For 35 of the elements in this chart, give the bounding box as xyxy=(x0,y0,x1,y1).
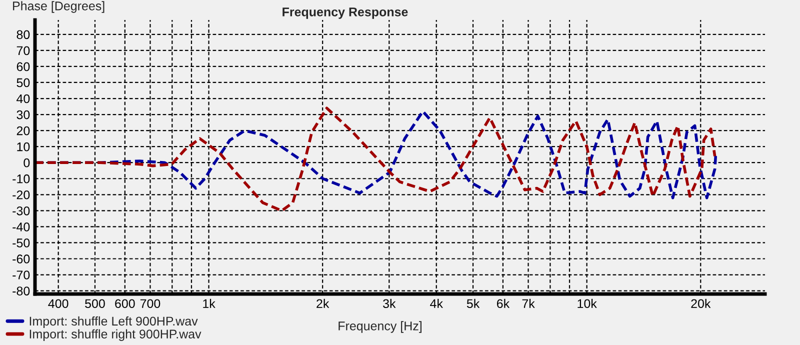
y-tick-label: 70 xyxy=(16,46,30,56)
y-tick-label: 40 xyxy=(16,94,30,104)
x-tick-label: 20k xyxy=(691,298,711,308)
x-tick-label: 6k xyxy=(496,298,510,308)
y-tick-label: 60 xyxy=(16,62,30,72)
y-tick-label: -80 xyxy=(12,286,30,296)
x-axis-title: Frequency [Hz] xyxy=(338,321,422,333)
legend-label: Import: shuffle Left 900HP.wav xyxy=(30,316,198,328)
x-tick-label: 700 xyxy=(140,299,160,308)
x-tick-label: 400 xyxy=(48,299,68,308)
y-tick-label: -70 xyxy=(12,270,30,280)
y-tick-label: -20 xyxy=(12,190,30,200)
x-tick-label: 4k xyxy=(430,298,444,308)
y-tick-label: -60 xyxy=(12,254,30,264)
x-tick-label: 5k xyxy=(466,298,480,308)
y-tick-label: -30 xyxy=(12,206,30,216)
x-tick-label: 7k xyxy=(522,298,535,308)
x-tick-label: 2k xyxy=(316,298,330,308)
x-tick-label: 10k xyxy=(578,298,597,308)
x-tick-label: 500 xyxy=(85,299,105,308)
x-tick-label: 600 xyxy=(115,299,135,308)
x-tick-label: 3k xyxy=(383,298,396,308)
y-tick-label: 0 xyxy=(24,158,30,168)
y-tick-label: 80 xyxy=(16,30,30,40)
y-tick-label: 10 xyxy=(17,142,30,152)
y-tick-label: 30 xyxy=(16,110,30,120)
x-tick-label: 1k xyxy=(203,298,216,308)
y-tick-label: 20 xyxy=(16,126,30,136)
y-axis-title: Phase [Degrees] xyxy=(13,1,104,13)
y-tick-label: -40 xyxy=(12,222,30,232)
legend-label: Import: shuffle right 900HP.wav xyxy=(30,329,202,341)
chart-title: Frequency Response xyxy=(282,8,408,19)
y-tick-label: 50 xyxy=(16,78,30,88)
y-tick-label: -10 xyxy=(12,174,30,184)
y-tick-label: -50 xyxy=(12,238,30,248)
